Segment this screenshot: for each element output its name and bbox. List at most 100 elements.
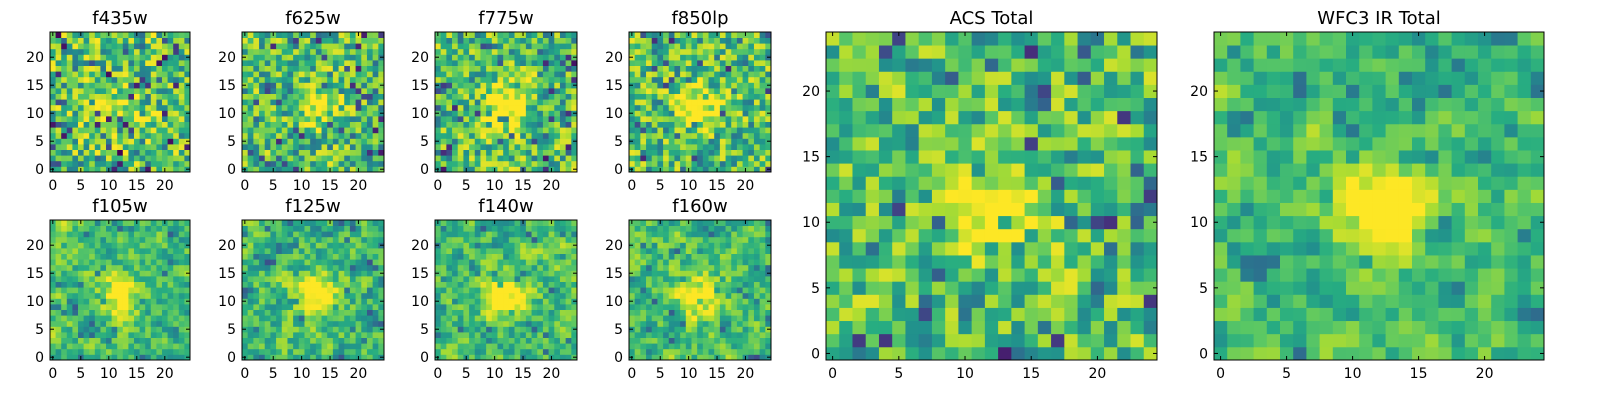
heatmap-cell [287,248,294,254]
heatmap-cell [111,315,118,322]
heatmap-cell [72,332,79,338]
heatmap-cell [281,99,288,106]
heatmap-cell [293,54,300,61]
heatmap-cell [259,116,266,122]
heatmap-cell [640,270,647,277]
heatmap-cell [474,281,481,288]
heatmap-cell [440,60,447,66]
heatmap-cell [571,32,578,38]
heatmap-cell [463,160,470,167]
heatmap-cell [685,309,692,316]
heatmap-cell [264,144,271,150]
heatmap-cell [167,270,174,277]
heatmap-cell [253,320,260,327]
heatmap-cell [327,65,334,72]
heatmap-cell [304,149,311,156]
heatmap-cell [50,37,56,44]
heatmap-cell [259,348,266,355]
heatmap-cell [173,121,180,128]
heatmap-cell [310,309,317,316]
heatmap-cell [452,37,459,44]
heatmap-cell [122,160,129,167]
heatmap-cell [184,281,191,288]
heatmap-cell [89,65,96,72]
heatmap-cell [247,281,254,288]
heatmap-cell [537,220,544,226]
heatmap-cell [378,248,385,254]
heatmap-cell [321,82,328,89]
heatmap-cell [491,320,498,327]
heatmap-cell [150,320,157,327]
heatmap-cell [178,32,185,38]
heatmap-cell [742,343,749,350]
heatmap-cell [270,242,277,249]
heatmap-cell [508,32,515,38]
heatmap-cell [463,248,470,254]
heatmap-cell [697,315,704,322]
heatmap-cell [708,337,715,344]
heatmap-cell [184,259,191,266]
heatmap-cell [742,276,749,282]
heatmap-cell [697,82,704,89]
heatmap-cell [61,71,68,78]
y-tick-label: 0 [35,350,44,366]
heatmap-cell [640,155,647,162]
heatmap-cell [344,116,351,122]
heatmap-cell [497,348,504,355]
x-tick-label: 0 [433,366,442,382]
heatmap-cell [702,88,709,94]
heatmap-cell [674,276,681,282]
heatmap-cell [247,343,254,350]
heatmap-cell [366,259,374,266]
heatmap-cell [514,54,521,61]
heatmap-cell [571,236,578,243]
heatmap-cell [253,287,260,294]
heatmap-cell [753,99,761,106]
heatmap-cell [378,315,385,322]
heatmap-cell [134,60,140,66]
heatmap-cell [378,332,385,338]
heatmap-cell [304,253,311,260]
heatmap-cell [344,276,351,282]
heatmap-cell [134,149,140,156]
heatmap-cell [753,127,761,134]
heatmap-cell [173,242,180,249]
heatmap-cell [497,242,504,249]
heatmap-cell [72,248,79,254]
heatmap-cell [66,225,73,232]
heatmap-cell [264,315,271,322]
heatmap-cell [61,309,68,316]
heatmap-cell [646,309,653,316]
heatmap-cell [344,337,351,344]
heatmap-cell [736,37,743,44]
heatmap-cell [503,337,510,344]
heatmap-cell [503,65,510,72]
heatmap-cell [134,326,140,333]
heatmap-cell [55,236,62,243]
heatmap-cell [106,149,112,156]
heatmap-cell [66,270,73,277]
heatmap-cell [89,116,96,122]
heatmap-cell [270,43,277,50]
heatmap-cell [128,76,135,83]
heatmap-cell [725,54,732,61]
heatmap-cell [469,82,476,89]
heatmap-cell [150,99,157,106]
heatmap-cell [446,82,453,89]
heatmap-cell [651,121,658,128]
heatmap-cell [253,276,260,282]
heatmap-cell [719,332,726,338]
heatmap-cell [344,82,351,89]
heatmap-cell [725,88,732,94]
heatmap-cell [327,60,334,66]
heatmap-cell [173,332,180,338]
heatmap-cell [372,93,379,100]
heatmap-cell [731,292,738,299]
heatmap-cell [349,248,356,254]
heatmap-cell [702,149,709,156]
heatmap-cell [361,309,368,316]
heatmap-cell [469,104,476,111]
heatmap-cell [162,298,168,305]
heatmap-cell [310,32,317,38]
heatmap-cell [122,332,129,338]
